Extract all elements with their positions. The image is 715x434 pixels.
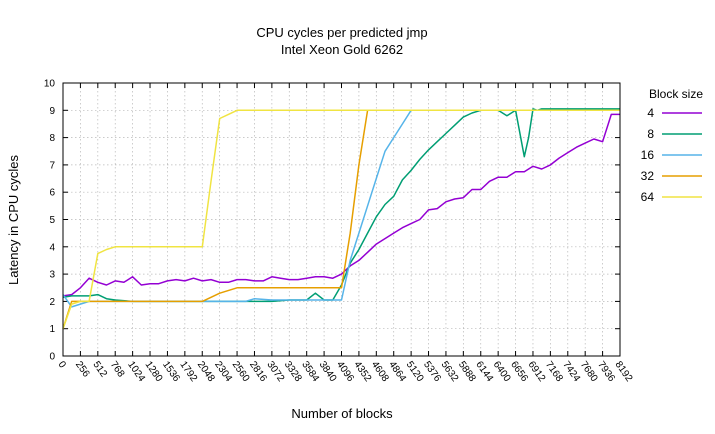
x-tick-label: 5888: [456, 359, 478, 384]
y-tick-label: 2: [49, 297, 55, 308]
x-tick-label: 2048: [195, 359, 217, 384]
plot-frame: [62, 82, 621, 357]
x-tick-label: 1280: [143, 359, 165, 384]
x-tick-label: 4352: [351, 359, 373, 384]
series-line-4: [62, 113, 620, 297]
chart-title: CPU cycles per predicted jmp: [256, 25, 427, 40]
x-tick-label: 3072: [264, 359, 286, 384]
y-tick-label: 10: [44, 79, 56, 90]
x-tick-label: 1792: [177, 359, 199, 384]
x-tick-label: 3840: [317, 359, 339, 384]
x-tick-label: 5376: [421, 359, 443, 384]
series-line-64: [62, 109, 620, 329]
chart-subtitle: Intel Xeon Gold 6262: [281, 42, 403, 57]
y-tick-label: 0: [49, 352, 55, 363]
series-layer: [62, 108, 620, 329]
legend-label-16: 16: [641, 148, 655, 162]
legend-label-64: 64: [641, 190, 655, 204]
x-tick-label: 256: [73, 359, 92, 379]
y-tick-label: 6: [49, 188, 55, 199]
y-tick-label: 4: [49, 242, 55, 253]
legend-title: Block size: [649, 87, 703, 101]
x-axis-ticks: 0 256512768102412801536179220482304256028…: [56, 83, 635, 384]
x-tick-label: 2816: [247, 359, 269, 384]
x-tick-label: 3584: [299, 359, 321, 384]
x-tick-label: 5120: [404, 359, 426, 384]
y-tick-label: 1: [49, 324, 55, 335]
legend-label-4: 4: [647, 106, 654, 120]
x-axis-label: Number of blocks: [291, 406, 393, 421]
x-tick-label: 768: [108, 359, 127, 379]
x-tick-label: 6912: [526, 359, 548, 384]
x-tick-label: 4864: [386, 359, 408, 384]
x-tick-label: 4096: [334, 359, 356, 384]
x-tick-label: 6400: [491, 359, 513, 384]
x-tick-label: 2304: [212, 359, 234, 384]
legend: 4 8 16 32 64: [641, 106, 702, 204]
y-tick-label: 8: [49, 133, 55, 144]
x-tick-label: 6656: [508, 359, 530, 384]
x-tick-label: 3328: [282, 359, 304, 384]
y-tick-label: 9: [49, 106, 55, 117]
y-axis-ticks: 0 1 2 3 4 5 6 7 8 9 10: [44, 79, 620, 363]
x-tick-label: 1024: [125, 359, 147, 384]
x-tick-label: 5632: [438, 359, 460, 384]
x-tick-label: 1536: [160, 359, 182, 384]
y-tick-label: 5: [49, 215, 55, 226]
y-tick-label: 3: [49, 270, 55, 281]
x-tick-label: 7936: [595, 359, 617, 384]
x-tick-label: 8192: [613, 359, 635, 384]
x-tick-label: 7680: [578, 359, 600, 384]
x-tick-label: 512: [90, 359, 109, 379]
legend-label-8: 8: [647, 127, 654, 141]
x-tick-label: 7168: [543, 359, 565, 384]
x-tick-label: 0: [56, 359, 68, 370]
x-tick-label: 4608: [369, 359, 391, 384]
y-axis-label: Latency in CPU cycles: [6, 154, 21, 285]
x-tick-label: 7424: [560, 359, 582, 384]
grid: [63, 83, 620, 356]
x-tick-label: 6144: [473, 359, 495, 384]
y-tick-label: 7: [49, 160, 55, 171]
legend-label-32: 32: [641, 169, 655, 183]
x-tick-label: 2560: [230, 359, 252, 384]
